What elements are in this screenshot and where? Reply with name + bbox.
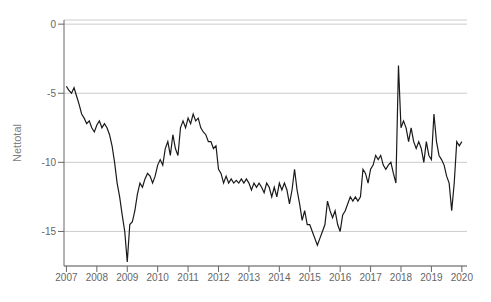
svg-text:2020: 2020 <box>451 272 474 283</box>
svg-text:2009: 2009 <box>116 272 139 283</box>
svg-text:2011: 2011 <box>177 272 199 283</box>
svg-text:2017: 2017 <box>359 272 382 283</box>
svg-text:-15: -15 <box>42 226 57 237</box>
svg-text:Nettotal: Nettotal <box>11 124 23 162</box>
svg-text:2016: 2016 <box>329 272 352 283</box>
svg-text:2019: 2019 <box>420 272 443 283</box>
svg-text:2015: 2015 <box>299 272 322 283</box>
svg-text:2010: 2010 <box>147 272 170 283</box>
svg-text:2007: 2007 <box>55 272 78 283</box>
svg-text:2008: 2008 <box>86 272 109 283</box>
svg-text:-10: -10 <box>42 157 57 168</box>
svg-text:0: 0 <box>50 19 56 30</box>
svg-text:2014: 2014 <box>268 272 291 283</box>
svg-text:-5: -5 <box>47 88 56 99</box>
svg-text:2018: 2018 <box>390 272 413 283</box>
svg-text:2013: 2013 <box>238 272 261 283</box>
svg-text:2012: 2012 <box>207 272 230 283</box>
